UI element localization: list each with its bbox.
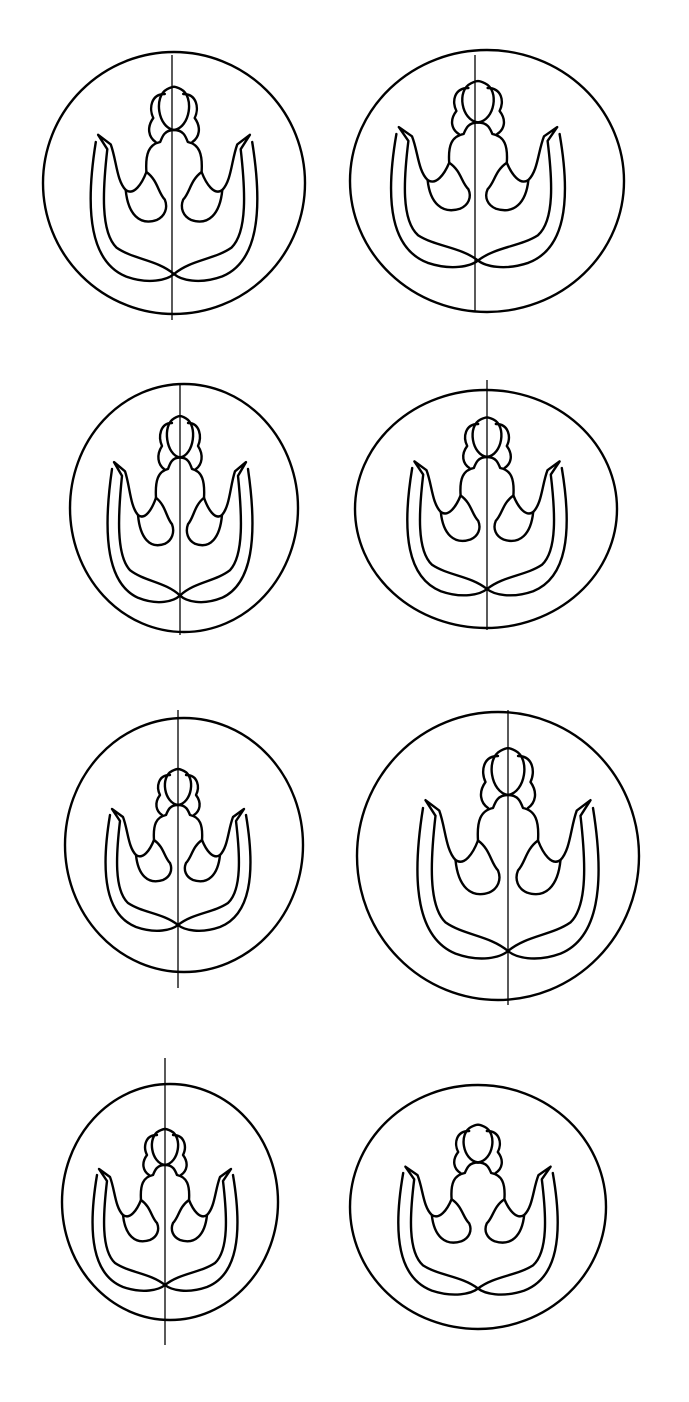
medallion: [353, 380, 619, 630]
medallion: [348, 1083, 608, 1331]
medallion: [41, 50, 307, 320]
medallion: [63, 710, 305, 988]
medallion: [348, 48, 626, 314]
medallion: [355, 710, 641, 1005]
medallion: [60, 1058, 280, 1345]
medallion: [68, 382, 300, 635]
